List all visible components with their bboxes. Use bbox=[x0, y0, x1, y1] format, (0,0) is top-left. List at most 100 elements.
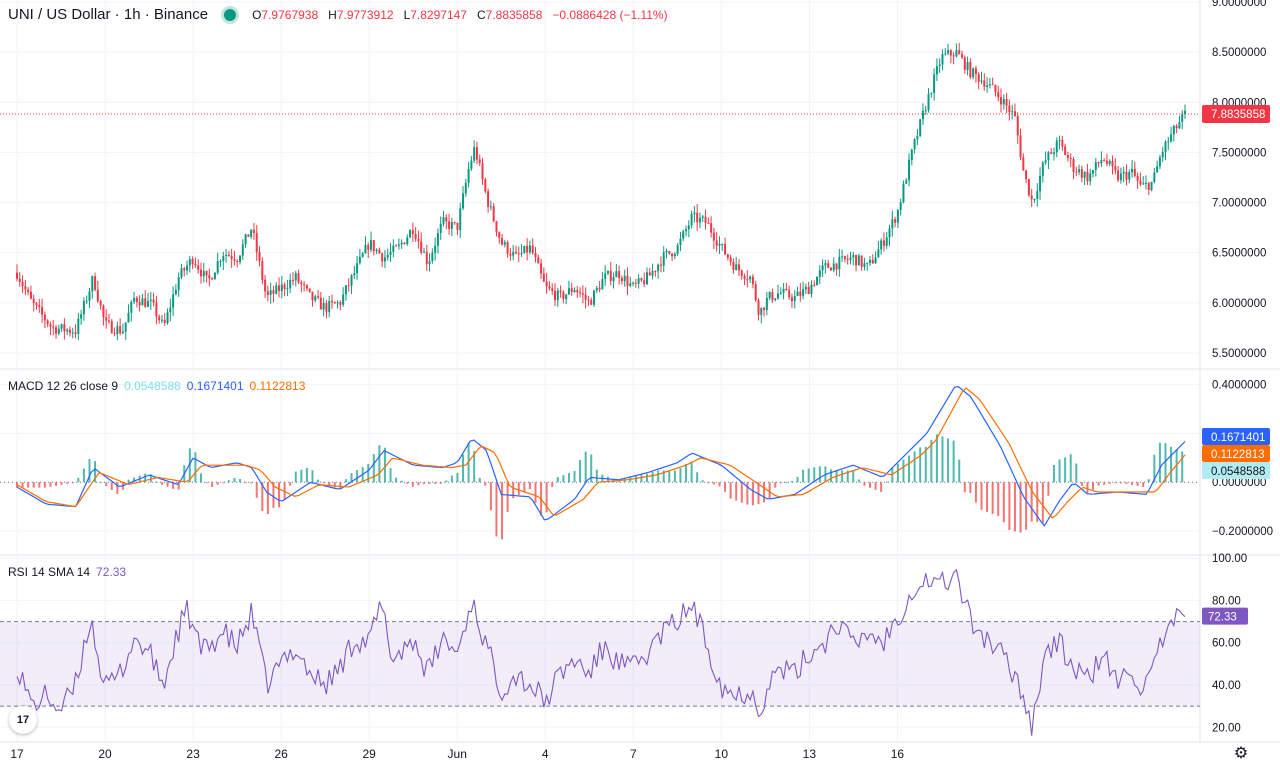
macd-hist-bar bbox=[216, 482, 219, 485]
candle-body bbox=[1178, 122, 1181, 129]
candle-body bbox=[177, 277, 180, 290]
symbol-title[interactable]: UNI / US Dollar · 1h · Binance bbox=[8, 6, 209, 23]
macd-hist-bar bbox=[997, 482, 1000, 516]
macd-hist-bar bbox=[60, 482, 63, 485]
macd-hist-bar bbox=[32, 482, 35, 488]
candle-body bbox=[643, 280, 646, 285]
tradingview-logo-icon[interactable]: 17 bbox=[9, 706, 37, 734]
macd-hist-bar bbox=[963, 482, 966, 493]
macd-hist-bar bbox=[913, 451, 916, 483]
macd-hist-bar bbox=[422, 482, 425, 484]
candle-body bbox=[375, 249, 378, 252]
candle-body bbox=[46, 320, 49, 325]
market-status-icon[interactable] bbox=[224, 8, 237, 21]
candle-body bbox=[1172, 125, 1175, 135]
candle-body bbox=[754, 284, 757, 301]
candle-body bbox=[297, 273, 300, 283]
macd-hist-bar bbox=[495, 482, 498, 537]
candle-body bbox=[520, 252, 523, 255]
candle-body bbox=[227, 254, 230, 257]
macd-hist-bar bbox=[272, 482, 275, 508]
candle-body bbox=[542, 273, 545, 282]
candle-body bbox=[804, 286, 807, 290]
macd-hist-bar bbox=[194, 452, 197, 483]
macd-hist-bar bbox=[94, 461, 97, 483]
candle-body bbox=[300, 282, 303, 285]
macd-hist-bar bbox=[445, 480, 448, 483]
candle-body bbox=[205, 270, 208, 276]
candle-body bbox=[651, 270, 654, 276]
candle-body bbox=[294, 273, 297, 281]
candle-body bbox=[138, 302, 141, 306]
macd-hist-bar bbox=[383, 447, 386, 483]
candle-body bbox=[211, 278, 214, 280]
candle-body bbox=[1181, 113, 1184, 123]
candle-body bbox=[693, 212, 696, 215]
candle-body bbox=[891, 219, 894, 229]
candle-body bbox=[330, 300, 333, 303]
candle-body bbox=[163, 319, 166, 323]
candle-body bbox=[119, 326, 122, 334]
candle-body bbox=[710, 223, 713, 233]
macd-hist-bar bbox=[395, 477, 398, 483]
candle-body bbox=[194, 264, 197, 266]
candle-body bbox=[250, 229, 253, 237]
candle-body bbox=[1027, 179, 1030, 196]
macd-hist-bar bbox=[233, 477, 236, 483]
rsi-tag-label: 72.33 bbox=[1208, 612, 1237, 624]
macd-hist-bar bbox=[367, 463, 370, 483]
candle-body bbox=[788, 289, 791, 298]
candle-body bbox=[489, 206, 492, 208]
candle-body bbox=[41, 307, 44, 315]
macd-hist-bar bbox=[701, 480, 704, 483]
macd-hist-bar bbox=[1019, 482, 1022, 533]
candle-body bbox=[436, 233, 439, 246]
candle-body bbox=[305, 285, 308, 289]
macd-hist-bar bbox=[160, 482, 163, 485]
gear-icon[interactable]: ⚙ bbox=[1233, 745, 1249, 762]
candle-body bbox=[336, 302, 339, 304]
candle-body bbox=[428, 261, 431, 265]
candle-body bbox=[1050, 152, 1053, 154]
candle-body bbox=[1078, 169, 1081, 173]
candle-body bbox=[406, 237, 409, 245]
candle-body bbox=[902, 183, 905, 203]
candle-body bbox=[1072, 159, 1075, 172]
candle-body bbox=[291, 279, 294, 281]
candle-body bbox=[378, 249, 381, 254]
candle-body bbox=[1011, 111, 1014, 113]
candle-body bbox=[158, 316, 161, 321]
candle-body bbox=[197, 265, 200, 270]
candle-body bbox=[283, 284, 286, 289]
candle-body bbox=[222, 256, 225, 262]
macd-hist-bar bbox=[1064, 457, 1067, 483]
macd-hist-bar bbox=[896, 463, 899, 483]
candle-body bbox=[765, 298, 768, 310]
candle-body bbox=[255, 232, 258, 253]
candle-body bbox=[882, 240, 885, 246]
candle-body bbox=[1016, 115, 1019, 136]
candle-body bbox=[172, 294, 175, 308]
candle-body bbox=[626, 275, 629, 286]
x-tick-label: 20 bbox=[98, 747, 112, 761]
candle-body bbox=[988, 84, 991, 86]
macd-legend[interactable]: MACD 12 26 close 9 0.0548588 0.1671401 0… bbox=[8, 379, 305, 393]
candle-body bbox=[60, 324, 63, 329]
y-tick-label: 80.00 bbox=[1212, 595, 1241, 607]
candle-body bbox=[927, 93, 930, 111]
candle-body bbox=[431, 252, 434, 262]
macd-hist-bar bbox=[935, 434, 938, 483]
macd-hist-bar bbox=[718, 482, 721, 487]
rsi-legend[interactable]: RSI 14 SMA 14 72.33 bbox=[8, 565, 126, 579]
candle-body bbox=[403, 242, 406, 245]
macd-hist-bar bbox=[1080, 482, 1083, 486]
candle-body bbox=[740, 270, 743, 277]
change-value: −0.0886428 (−1.11%) bbox=[552, 7, 668, 22]
macd-signal-value: 0.1122813 bbox=[249, 379, 306, 393]
macd-hist-bar bbox=[645, 473, 648, 483]
macd-hist-bar bbox=[545, 482, 548, 513]
candle-body bbox=[411, 230, 414, 235]
candle-body bbox=[191, 259, 194, 265]
candle-body bbox=[843, 256, 846, 260]
